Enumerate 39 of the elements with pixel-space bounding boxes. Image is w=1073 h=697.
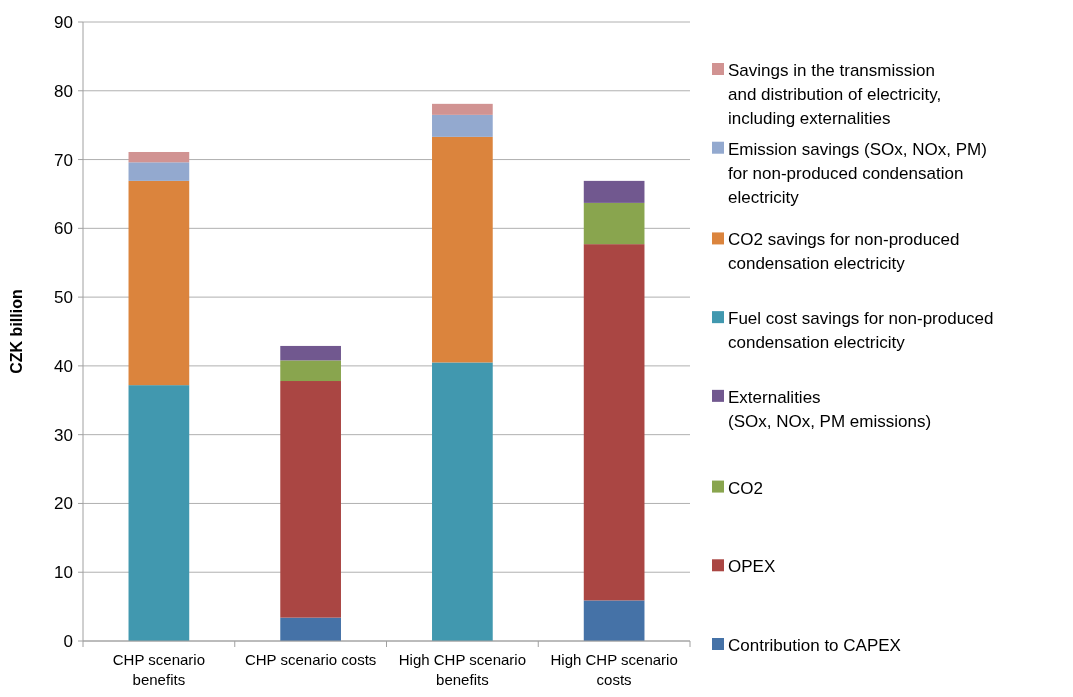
- bar: [280, 345, 341, 361]
- y-tick-label: 10: [54, 563, 73, 583]
- bar: [583, 202, 645, 245]
- legend-label: Savings in the transmission and distribution of electricity, including externalities: [728, 60, 942, 128]
- x-tick-label: CHP scenario costs: [244, 651, 377, 668]
- x-tick-label: High CHP scenario benefits: [398, 651, 527, 688]
- legend-label: OPEX: [728, 557, 776, 577]
- legend-label: Externalities (SOx, NOx, PM emissions): [728, 387, 932, 431]
- y-tick-label: 50: [54, 288, 73, 308]
- bar: [583, 180, 645, 203]
- bar: [128, 162, 190, 181]
- x-tick-label: High CHP scenario costs: [550, 651, 678, 688]
- legend-label: CO2 savings for non-produced condensation electricity: [728, 230, 960, 274]
- bar: [128, 180, 190, 386]
- y-tick-label: 60: [54, 219, 73, 239]
- bar: [432, 136, 493, 363]
- bar: [432, 103, 493, 115]
- y-tick-label: 90: [54, 12, 73, 32]
- bar: [432, 362, 493, 641]
- y-axis-title: CZK billion: [8, 289, 25, 374]
- y-tick-label: 40: [54, 356, 73, 376]
- bar: [583, 600, 645, 641]
- bar: [583, 244, 645, 601]
- x-tick-label: CHP scenario benefits: [112, 651, 206, 688]
- legend-label: CO2: [728, 478, 763, 498]
- y-tick-label: 80: [54, 81, 73, 101]
- y-tick-label: 70: [54, 150, 73, 170]
- y-tick-label: 0: [63, 631, 73, 651]
- legend-label: Emission savings (SOx, NOx, PM) for non-produced condensation electricity: [728, 139, 987, 207]
- bar: [280, 360, 341, 382]
- legend-label: Fuel cost savings for non-produced condensation electricity: [728, 309, 994, 353]
- bar: [280, 617, 341, 641]
- bar: [128, 385, 190, 641]
- bar: [432, 114, 493, 137]
- legend-label: Contribution to CAPEX: [728, 635, 901, 655]
- bar: [128, 151, 190, 163]
- y-tick-label: 20: [54, 494, 73, 514]
- bar: [280, 381, 341, 618]
- y-tick-label: 30: [54, 425, 73, 445]
